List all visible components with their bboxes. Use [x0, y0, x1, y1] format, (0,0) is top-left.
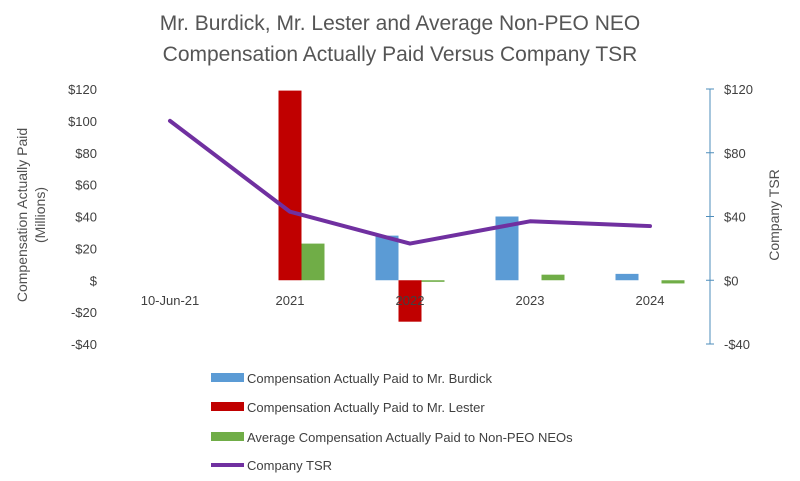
right-tick-label: -$40 — [724, 337, 750, 352]
left-tick-label: $100 — [68, 114, 97, 129]
category-label: 2024 — [636, 293, 665, 308]
bar-burdick — [375, 235, 399, 281]
bar-non-peo-neo — [421, 280, 445, 282]
right-tick-label: $0 — [724, 273, 738, 288]
left-tick-label: $ — [90, 273, 98, 288]
bar-burdick — [495, 216, 519, 281]
category-label: 2021 — [276, 293, 305, 308]
right-axis: $120 $80 $40 $0 -$40 — [706, 82, 753, 352]
bar-non-peo-neo — [301, 243, 325, 281]
right-tick-label: $120 — [724, 82, 753, 97]
bars — [278, 90, 685, 322]
category-label: 10-Jun-21 — [141, 293, 200, 308]
legend-swatch — [211, 373, 244, 382]
bar-non-peo-neo — [541, 274, 565, 281]
legend-swatch — [211, 402, 244, 411]
bar-lester — [278, 90, 302, 281]
right-tick-label: $80 — [724, 146, 746, 161]
left-tick-label: $20 — [75, 241, 97, 256]
left-axis-title-line-1: Compensation Actually Paid — [14, 128, 30, 302]
legend-label: Compensation Actually Paid to Mr. Lester — [247, 400, 485, 415]
chart-title-line-2: Compensation Actually Paid Versus Compan… — [163, 43, 638, 66]
bar-burdick — [615, 273, 639, 281]
legend-label: Average Compensation Actually Paid to No… — [247, 430, 573, 445]
left-tick-label: $60 — [75, 178, 97, 193]
left-tick-label: $80 — [75, 146, 97, 161]
left-tick-label: -$40 — [71, 337, 97, 352]
bar-lester — [398, 280, 422, 322]
tsr-line-group — [168, 118, 652, 246]
left-axis-ticks: $120 $100 $80 $60 $40 $20 $ -$20 -$40 — [68, 82, 98, 352]
legend-swatch — [211, 432, 244, 441]
legend-label: Company TSR — [247, 458, 332, 473]
left-tick-label: $120 — [68, 82, 97, 97]
category-labels: 10-Jun-21 2021 2022 2023 2024 — [141, 293, 665, 308]
tsr-line — [168, 118, 652, 246]
chart-title-line-1: Mr. Burdick, Mr. Lester and Average Non-… — [160, 12, 640, 35]
category-label: 2023 — [516, 293, 545, 308]
bar-non-peo-neo — [661, 280, 685, 284]
left-axis-title-line-2: (Millions) — [32, 187, 48, 243]
right-tick-label: $40 — [724, 210, 746, 225]
legend-label: Compensation Actually Paid to Mr. Burdic… — [247, 371, 492, 386]
legend: Compensation Actually Paid to Mr. Burdic… — [211, 371, 573, 473]
right-axis-title: Company TSR — [766, 169, 782, 261]
category-label: 2022 — [396, 293, 425, 308]
left-tick-label: $40 — [75, 210, 97, 225]
left-tick-label: -$20 — [71, 305, 97, 320]
